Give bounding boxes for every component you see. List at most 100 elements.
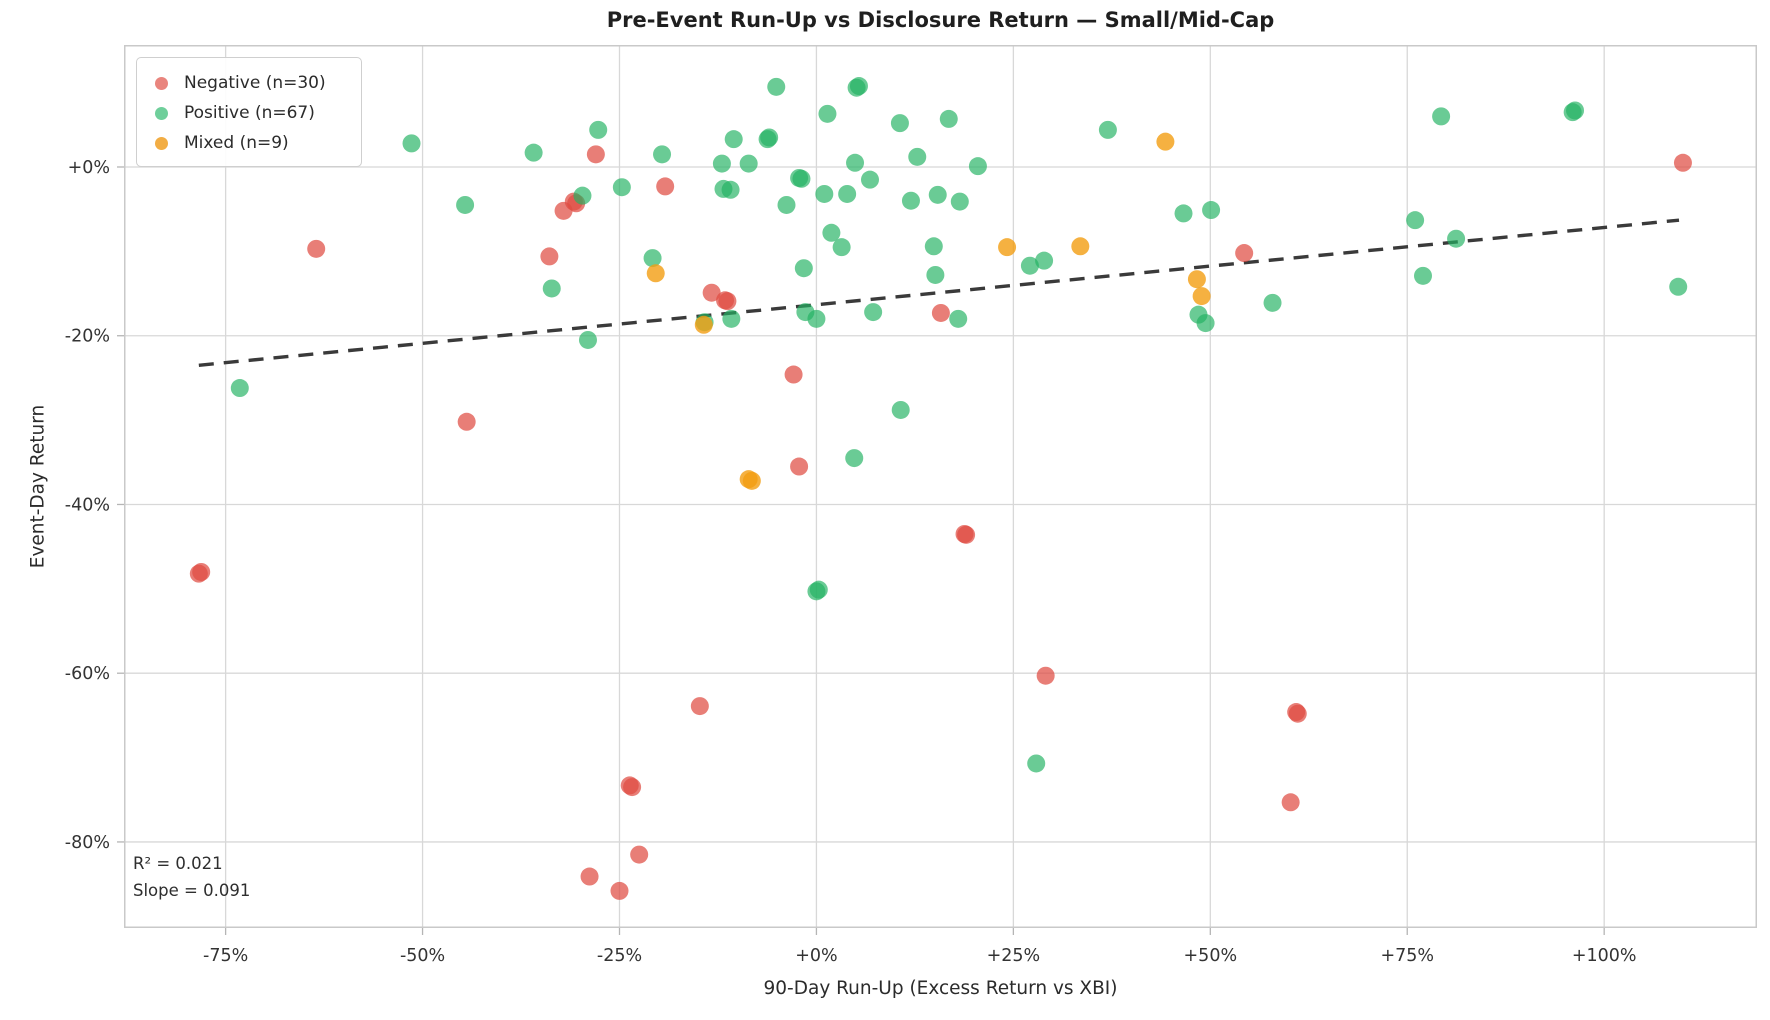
x-tick-label: -25% — [597, 946, 642, 966]
scatter-point-positive — [612, 178, 631, 197]
scatter-point-positive — [928, 185, 947, 204]
scatter-point-negative — [784, 365, 803, 384]
scatter-point-negative — [690, 697, 709, 716]
x-tick-label: +50% — [1184, 946, 1238, 966]
scatter-point-positive — [1566, 101, 1585, 120]
scatter-point-positive — [721, 180, 740, 199]
scatter-point-positive — [456, 195, 475, 214]
scatter-point-positive — [760, 128, 779, 147]
x-tick-label: -75% — [203, 946, 248, 966]
scatter-point-positive — [845, 449, 864, 468]
scatter-point-positive — [578, 330, 597, 349]
slope-value: Slope = 0.091 — [133, 881, 251, 901]
scatter-point-positive — [818, 104, 837, 123]
legend-item-positive: Positive (n=67) — [137, 98, 361, 128]
scatter-point-positive — [891, 400, 910, 419]
scatter-point-positive — [1196, 314, 1215, 333]
scatter-point-positive — [864, 303, 883, 322]
scatter-point-positive — [1027, 754, 1046, 773]
scatter-point-positive — [860, 170, 879, 189]
scatter-point-positive — [815, 184, 834, 203]
scatter-point-negative — [1036, 666, 1055, 685]
scatter-point-positive — [643, 249, 662, 268]
scatter-point-positive — [939, 109, 958, 128]
scatter-point-negative — [192, 562, 211, 581]
x-tick-label: +0% — [795, 946, 837, 966]
scatter-point-negative — [1288, 704, 1307, 723]
legend-label: Mixed (n=9) — [184, 133, 289, 153]
y-tick-label: +0% — [68, 158, 110, 178]
legend-swatch-icon — [155, 76, 168, 90]
x-tick-label: -50% — [400, 946, 445, 966]
legend-label: Positive (n=67) — [184, 103, 315, 123]
scatter-point-positive — [1432, 107, 1451, 126]
stats-annotation: R² = 0.021 Slope = 0.091 — [133, 850, 250, 904]
scatter-point-mixed — [1187, 270, 1206, 289]
legend-label: Negative (n=30) — [184, 73, 326, 93]
scatter-point-positive — [573, 186, 592, 205]
y-tick-label: -60% — [65, 664, 110, 684]
scatter-point-positive — [1098, 120, 1117, 139]
scatter-point-positive — [807, 309, 826, 328]
chart-title: Pre-Event Run-Up vs Disclosure Return — … — [606, 8, 1275, 32]
scatter-point-positive — [1406, 211, 1425, 230]
scatter-point-positive — [849, 77, 868, 96]
plot-border — [124, 45, 1757, 928]
scatter-point-positive — [968, 157, 987, 176]
scatter-point-positive — [832, 238, 851, 257]
scatter-point-positive — [949, 309, 968, 328]
scatter-point-positive — [924, 237, 943, 256]
legend-swatch-icon — [155, 106, 168, 120]
scatter-point-positive — [724, 130, 743, 149]
scatter-point-positive — [1020, 256, 1039, 275]
scatter-point-positive — [846, 153, 865, 172]
scatter-point-negative — [790, 457, 809, 476]
scatter-point-negative — [586, 145, 605, 164]
scatter-point-negative — [656, 177, 675, 196]
scatter-point-negative — [718, 292, 737, 311]
scatter-point-positive — [712, 154, 731, 173]
x-axis-label: 90-Day Run-Up (Excess Return vs XBI) — [763, 978, 1118, 999]
scatter-point-mixed — [1192, 287, 1211, 306]
scatter-point-positive — [542, 279, 561, 298]
legend-swatch-icon — [155, 136, 168, 150]
y-axis-label: Event-Day Return — [27, 404, 49, 569]
trend-line — [198, 218, 1680, 367]
scatter-point-negative — [1235, 244, 1254, 263]
scatter-point-positive — [739, 154, 758, 173]
scatter-point-positive — [722, 309, 741, 328]
x-tick-label: +25% — [987, 946, 1041, 966]
legend-item-mixed: Mixed (n=9) — [137, 128, 361, 158]
scatter-point-negative — [457, 412, 476, 431]
scatter-point-negative — [702, 283, 721, 302]
scatter-point-positive — [1263, 293, 1282, 312]
y-tick-label: -40% — [65, 495, 110, 515]
scatter-point-positive — [890, 114, 909, 133]
x-tick-label: +100% — [1572, 946, 1637, 966]
scatter-point-positive — [767, 77, 786, 96]
scatter-point-negative — [554, 201, 573, 220]
scatter-point-mixed — [742, 471, 761, 490]
scatter-point-positive — [524, 143, 543, 162]
scatter-point-positive — [1035, 251, 1054, 270]
scatter-point-positive — [1202, 201, 1221, 220]
scatter-point-mixed — [646, 264, 665, 283]
scatter-point-positive — [1413, 266, 1432, 285]
scatter-point-negative — [1281, 793, 1300, 812]
scatter-point-negative — [931, 303, 950, 322]
plot-area: -75% -50% -25% +0% +25% +50% +75% +100% +0% -20% -… — [65, 45, 1757, 966]
y-tick-label: -80% — [65, 833, 110, 853]
scatter-point-positive — [792, 169, 811, 188]
scatter-point-positive — [589, 120, 608, 139]
scatter-point-mixed — [1156, 132, 1175, 151]
r-squared-value: R² = 0.021 — [133, 854, 223, 873]
scatter-point-positive — [777, 195, 796, 214]
scatter-point-positive — [822, 223, 841, 242]
scatter-point-positive — [901, 191, 920, 210]
scatter-point-negative — [1673, 153, 1692, 172]
scatter-point-negative — [580, 867, 599, 886]
scatter-point-negative — [630, 845, 649, 864]
scatter-point-negative — [623, 778, 642, 797]
scatter-point-positive — [402, 134, 421, 153]
